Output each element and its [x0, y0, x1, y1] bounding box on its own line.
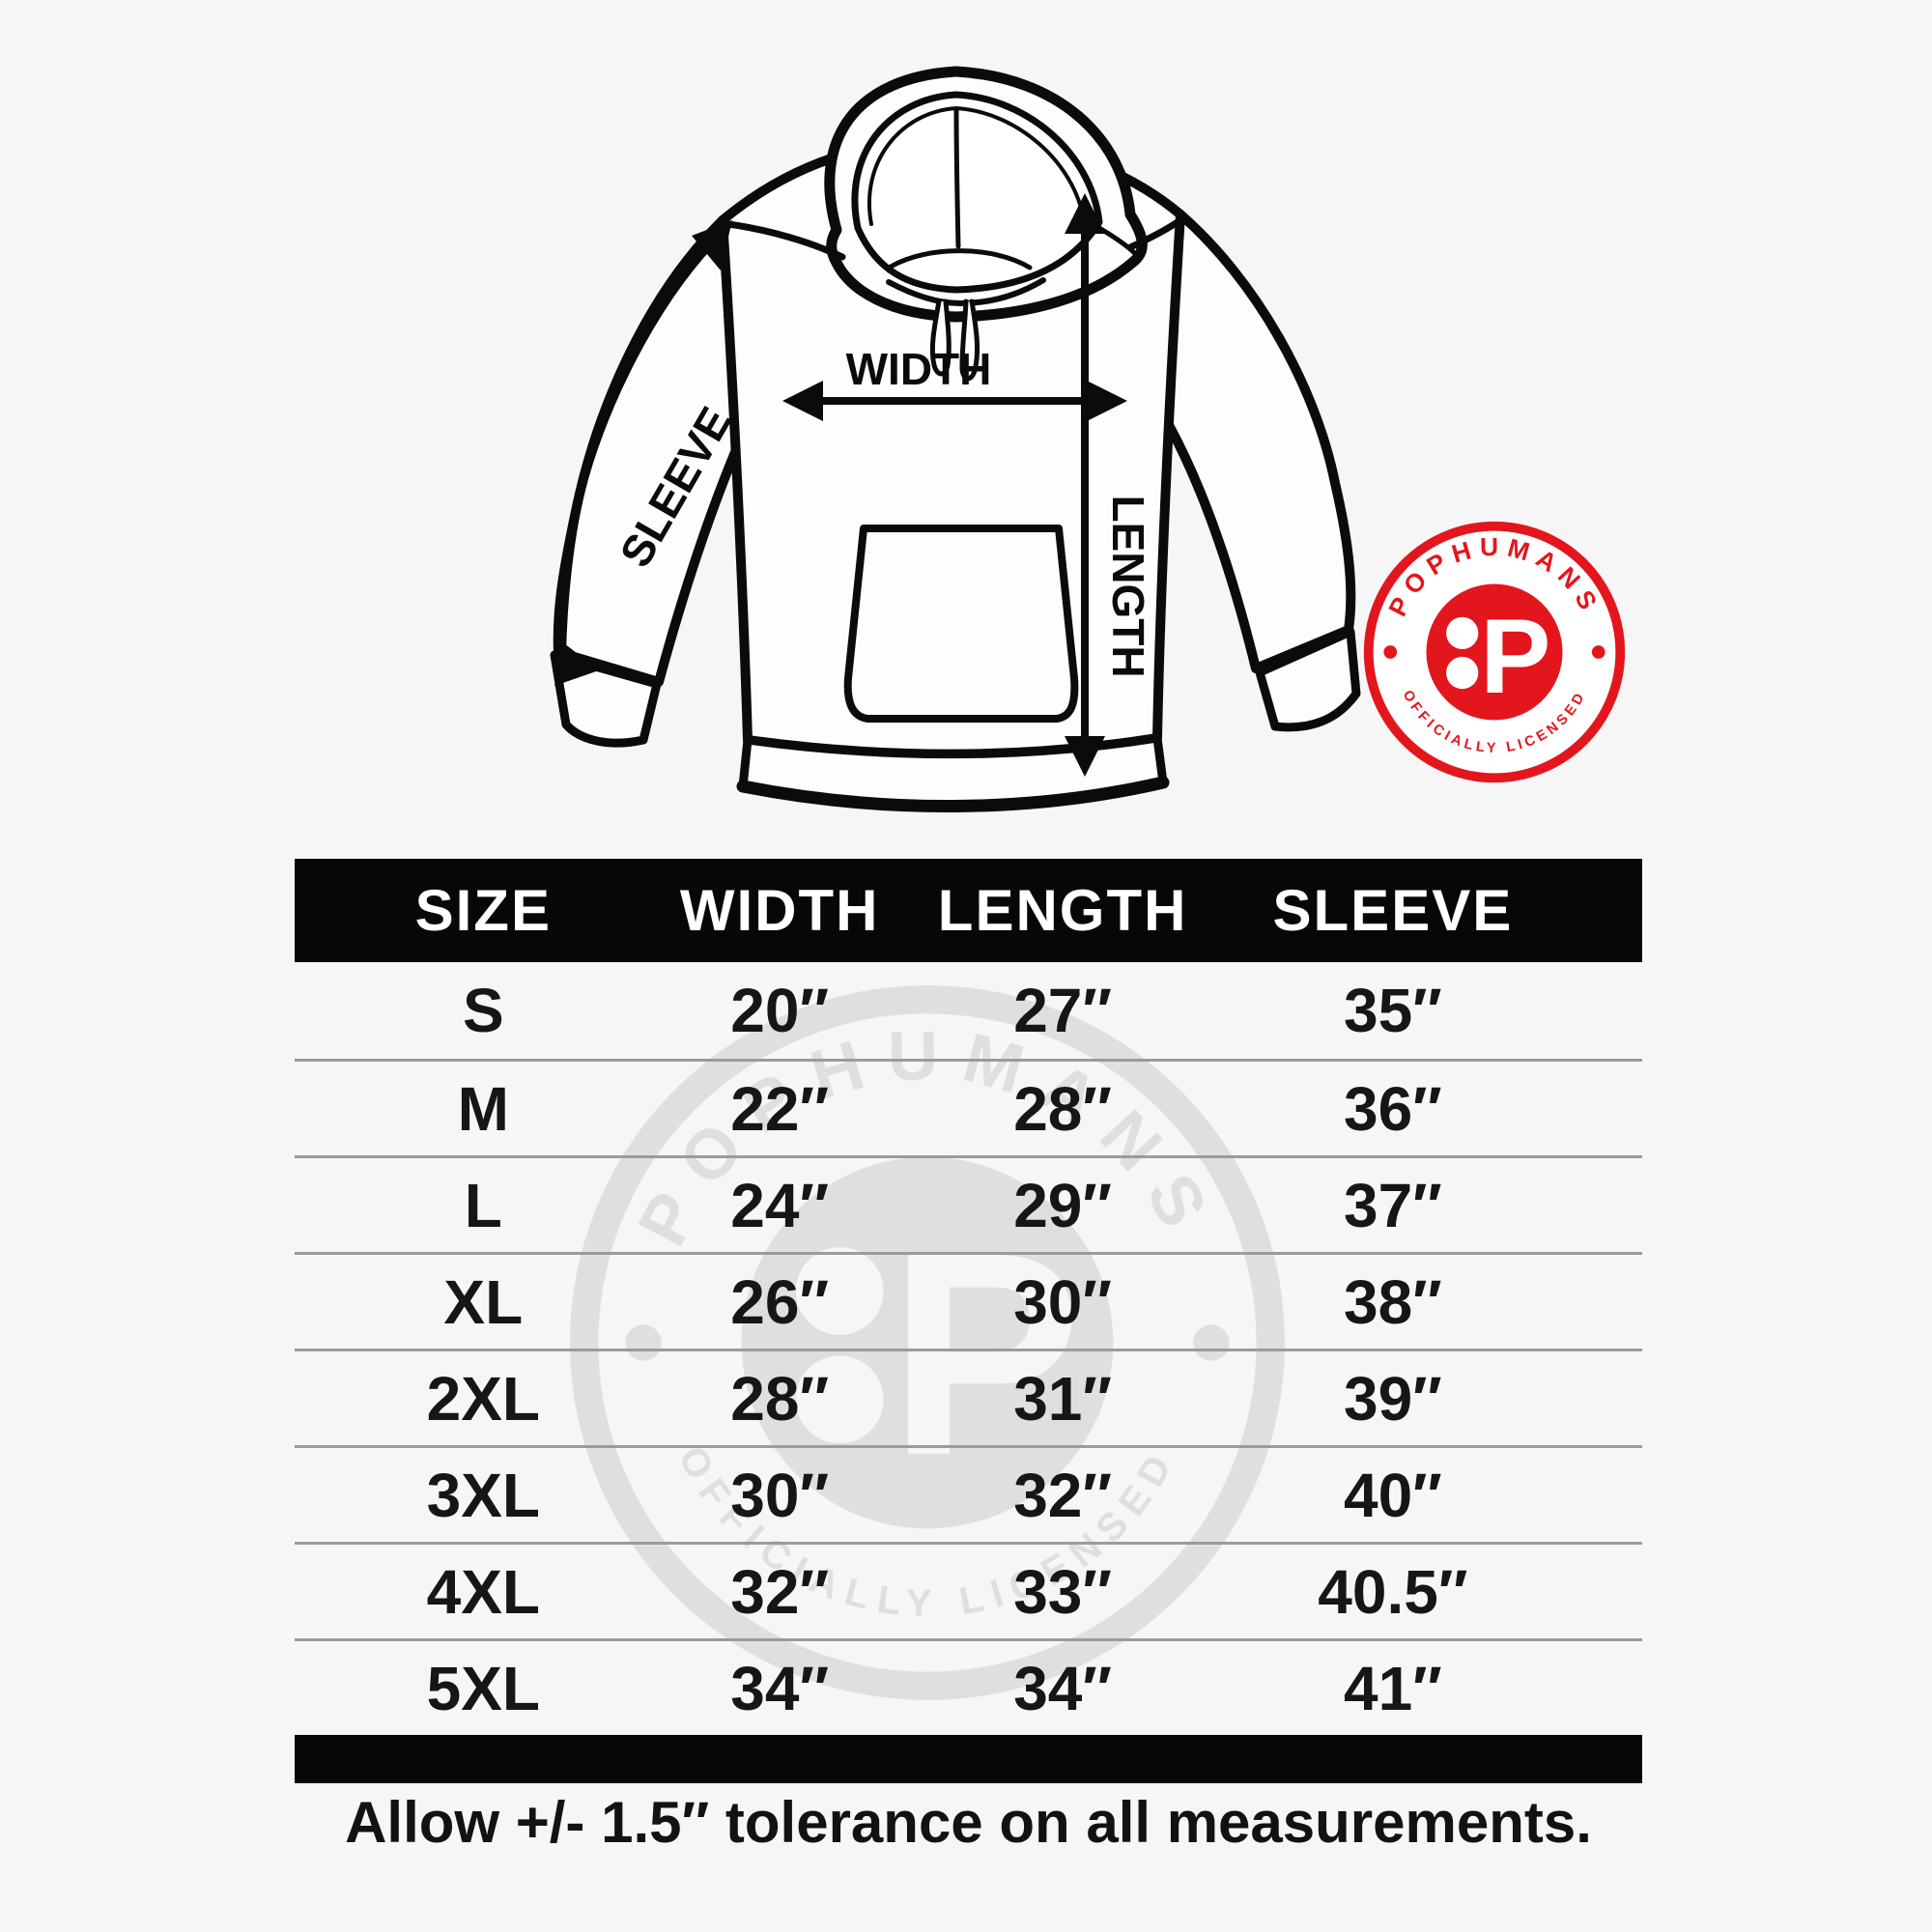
col-header-size: SIZE: [414, 878, 552, 943]
cell-size: 3XL: [426, 1460, 540, 1530]
cell-size: L: [464, 1170, 502, 1240]
watermark-colon-bottom: [795, 1355, 884, 1444]
badge-logo-letter: P: [1480, 598, 1550, 716]
cell-size: S: [462, 976, 504, 1045]
table-row: 5XL 34″ 34″ 41″: [295, 1638, 1642, 1735]
pophumans-watermark: POPHUMANS OFFICIALLY LICENSED P: [570, 985, 1285, 1700]
hoodie-shoulder-seam-right: [1126, 216, 1184, 251]
cell-length: 27″: [1013, 976, 1113, 1045]
cell-length: 34″: [1013, 1653, 1113, 1723]
cell-width: 30″: [730, 1460, 830, 1530]
length-label: LENGTH: [1103, 495, 1153, 677]
watermark-left-dot: [625, 1324, 662, 1361]
watermark-right-dot: [1193, 1324, 1230, 1361]
table-row: L 24″ 29″ 37″: [295, 1155, 1642, 1252]
cell-width: 22″: [730, 1073, 830, 1144]
cell-sleeve: 37″: [1343, 1170, 1442, 1240]
cell-width: 20″: [730, 976, 830, 1045]
tolerance-note: Allow +/- 1.5″ tolerance on all measurem…: [345, 1790, 1592, 1855]
hoodie-hem-bottom-edge: [736, 776, 1170, 812]
cell-sleeve: 40.5″: [1318, 1556, 1468, 1627]
cell-length: 33″: [1013, 1556, 1113, 1627]
cell-size: XL: [443, 1266, 524, 1337]
hoodie-hood-back-panel: [888, 248, 1033, 270]
length-arrow: [1065, 193, 1105, 777]
hoodie-hood-back-seam: [953, 107, 961, 249]
cell-width: 34″: [730, 1653, 830, 1723]
cell-width: 26″: [730, 1266, 830, 1337]
hoodie-pocket: [843, 525, 1079, 723]
col-header-width: WIDTH: [679, 878, 880, 943]
watermark-colon-top: [795, 1247, 884, 1335]
badge-colon-top: [1446, 616, 1479, 650]
cell-sleeve: 38″: [1343, 1266, 1442, 1337]
table-row: XL 26″ 30″ 38″: [295, 1252, 1642, 1349]
table-row: 2XL 28″ 31″ 39″: [295, 1349, 1642, 1445]
hoodie-collar-left: [886, 279, 963, 306]
size-chart-body: S 20″ 27″ 35″ M 22″ 28″ 36″ L 24″ 29″ 37…: [295, 962, 1642, 1735]
cell-width: 32″: [730, 1556, 830, 1627]
cell-sleeve: 41″: [1343, 1653, 1442, 1723]
watermark-ring: [570, 985, 1285, 1700]
hoodie-right-sleeve: [1161, 210, 1356, 673]
hoodie-hood-fold-right: [1096, 225, 1141, 260]
cell-sleeve: 35″: [1343, 976, 1442, 1045]
cell-length: 28″: [1013, 1073, 1113, 1144]
sleeve-arrow: [554, 220, 732, 686]
col-header-length: LENGTH: [937, 878, 1188, 943]
table-row: 3XL 30″ 32″ 40″: [295, 1445, 1642, 1542]
table-row: M 22″ 28″ 36″: [295, 1059, 1642, 1155]
cell-sleeve: 40″: [1343, 1460, 1442, 1530]
badge-left-dot: [1383, 645, 1398, 659]
cell-length: 30″: [1013, 1266, 1113, 1337]
cell-width: 24″: [730, 1170, 830, 1240]
col-header-sleeve: SLEEVE: [1272, 878, 1514, 943]
cell-size: 2XL: [426, 1363, 540, 1434]
table-row: S 20″ 27″ 35″: [295, 962, 1642, 1059]
size-chart-header: SIZE WIDTH LENGTH SLEEVE: [295, 859, 1642, 962]
cell-width: 28″: [730, 1363, 830, 1434]
width-label: WIDTH: [846, 344, 992, 394]
size-chart-bottom-bar: [295, 1735, 1642, 1783]
cell-length: 29″: [1013, 1170, 1113, 1240]
cell-size: 4XL: [426, 1556, 540, 1627]
width-arrow: [782, 381, 1127, 421]
cell-length: 32″: [1013, 1460, 1113, 1530]
cell-sleeve: 39″: [1343, 1363, 1442, 1434]
cell-length: 31″: [1013, 1363, 1113, 1434]
cell-sleeve: 36″: [1343, 1073, 1442, 1144]
table-row: 4XL 32″ 33″ 40.5″: [295, 1542, 1642, 1638]
watermark-logo-letter: P: [889, 1193, 1082, 1516]
cell-size: M: [457, 1073, 509, 1144]
cell-size: 5XL: [426, 1653, 540, 1723]
hoodie-shoulder-seam-left: [724, 220, 846, 261]
hoodie-right-cuff: [1255, 627, 1361, 732]
pophumans-badge: POPHUMANS OFFICIALLY LICENSED P: [1363, 521, 1626, 783]
badge-colon-bottom: [1446, 656, 1479, 690]
hoodie-drawstring-left: [929, 298, 952, 377]
hoodie-drawstring-right: [959, 298, 980, 382]
badge-right-dot: [1591, 645, 1605, 659]
hoodie-diagram: WIDTH LENGTH SLEEVE: [550, 66, 1361, 812]
